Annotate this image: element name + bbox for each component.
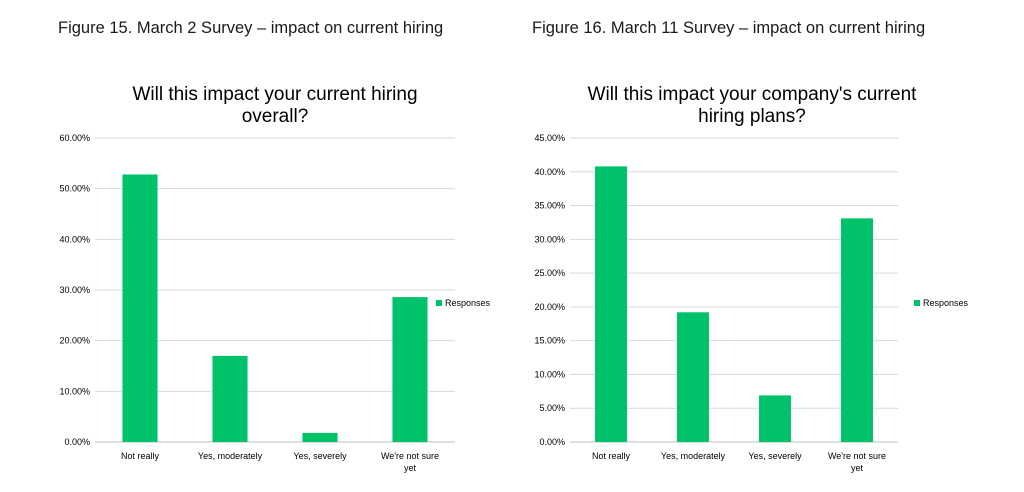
legend-label: Responses bbox=[445, 298, 491, 308]
chart-title-line: hiring plans? bbox=[698, 106, 806, 127]
y-tick-label: 50.00% bbox=[59, 184, 90, 194]
legend-swatch bbox=[436, 300, 442, 306]
chart-title-line: Will this impact your current hiring bbox=[132, 84, 417, 105]
x-category-label: Yes, severely bbox=[748, 451, 802, 461]
chart-title: Will this impact your current hiring over… bbox=[132, 84, 417, 127]
y-tick-label: 0.00% bbox=[64, 437, 90, 447]
x-category-label: Yes, moderately bbox=[198, 451, 263, 461]
y-tick-label: 35.00% bbox=[534, 201, 565, 211]
bar bbox=[302, 432, 338, 442]
y-tick-label: 15.00% bbox=[534, 336, 565, 346]
legend-label: Responses bbox=[923, 298, 969, 308]
y-tick-label: 20.00% bbox=[59, 336, 90, 346]
x-category-label: Yes, moderately bbox=[661, 451, 726, 461]
bar bbox=[392, 297, 428, 442]
x-category-label: Not really bbox=[121, 451, 160, 461]
y-tick-label: 10.00% bbox=[59, 386, 90, 396]
x-category-label-line: Yes, moderately bbox=[198, 451, 263, 461]
x-category-label: We're not sure yet bbox=[381, 451, 439, 473]
bar bbox=[759, 395, 791, 442]
bar bbox=[595, 166, 627, 442]
chart-title-line: overall? bbox=[242, 106, 309, 127]
x-category-label-line: Not really bbox=[121, 451, 160, 461]
x-category-label-line: We're not sure bbox=[381, 451, 439, 461]
y-tick-label: 30.00% bbox=[59, 285, 90, 295]
y-tick-label: 45.00% bbox=[534, 133, 565, 143]
bar bbox=[841, 218, 873, 442]
x-category-label-line: yet bbox=[851, 463, 864, 473]
x-category-label: We're not sure yet bbox=[828, 451, 886, 473]
figure-caption: Figure 15. March 2 Survey – impact on cu… bbox=[58, 19, 443, 37]
y-tick-label: 10.00% bbox=[534, 369, 565, 379]
y-tick-label: 20.00% bbox=[534, 302, 565, 312]
x-category-label-line: We're not sure bbox=[828, 451, 886, 461]
x-category-label-line: yet bbox=[404, 463, 417, 473]
y-tick-label: 25.00% bbox=[534, 268, 565, 278]
bar bbox=[122, 174, 158, 443]
figure-1: Figure 15. March 2 Survey – impact on cu… bbox=[58, 19, 491, 473]
bar bbox=[212, 355, 248, 442]
y-tick-label: 30.00% bbox=[534, 234, 565, 244]
figure-caption: Figure 16. March 11 Survey – impact on c… bbox=[532, 19, 925, 37]
y-tick-label: 60.00% bbox=[59, 133, 90, 143]
x-category-label: Not really bbox=[592, 451, 631, 461]
x-category-label-line: Yes, severely bbox=[293, 451, 347, 461]
bar bbox=[677, 312, 709, 442]
x-category-label-line: Not really bbox=[592, 451, 631, 461]
y-tick-label: 5.00% bbox=[539, 403, 565, 413]
x-category-label: Yes, severely bbox=[293, 451, 347, 461]
chart-title: Will this impact your company's current h… bbox=[588, 84, 918, 127]
chart-title-line: Will this impact your company's current bbox=[588, 84, 918, 105]
legend-swatch bbox=[914, 300, 920, 306]
y-tick-label: 40.00% bbox=[59, 234, 90, 244]
x-category-label-line: Yes, severely bbox=[748, 451, 802, 461]
figure-2: Figure 16. March 11 Survey – impact on c… bbox=[532, 19, 969, 473]
y-tick-label: 0.00% bbox=[539, 437, 565, 447]
y-tick-label: 40.00% bbox=[534, 167, 565, 177]
x-category-label-line: Yes, moderately bbox=[661, 451, 726, 461]
